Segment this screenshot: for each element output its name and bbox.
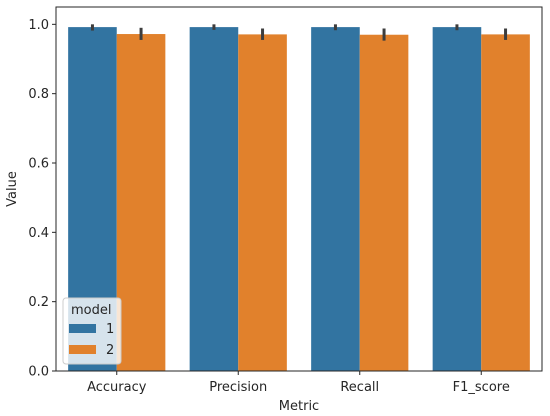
x-tick-label: Recall (340, 380, 379, 395)
bar-f1_score-model-1 (432, 27, 482, 372)
bars-layer (68, 27, 530, 372)
y-axis: 0.0 0.2 0.4 0.6 0.8 1.0 (28, 18, 56, 380)
bar-recall-model-1 (311, 27, 360, 372)
legend-label-1: 1 (106, 322, 114, 337)
y-tick-label: 0.2 (28, 295, 49, 310)
y-tick-label: 1.0 (28, 18, 49, 33)
bar-f1_score-model-2 (481, 34, 530, 372)
legend-title: model (71, 303, 111, 318)
bar-precision-model-2 (238, 34, 287, 372)
x-tick-label: F1_score (453, 380, 510, 395)
bar-accuracy-model-2 (116, 34, 166, 371)
x-axis: Accuracy Precision Recall F1_score (87, 371, 510, 395)
bar-precision-model-1 (189, 27, 239, 372)
legend-label-2: 2 (106, 343, 114, 358)
legend-swatch-1 (69, 324, 96, 333)
legend-swatch-2 (69, 345, 96, 354)
x-tick-label: Accuracy (87, 380, 147, 395)
x-tick-label: Precision (209, 380, 267, 395)
plot-area-frame (55, 6, 543, 372)
error-bars-layer (90, 24, 508, 41)
y-tick-label: 0.6 (28, 157, 49, 172)
x-axis-label: Metric (279, 399, 319, 414)
y-tick-label: 0.4 (28, 226, 49, 241)
bar-recall-model-2 (359, 34, 409, 371)
y-axis-label: Value (5, 171, 20, 207)
y-tick-label: 0.0 (28, 365, 49, 380)
y-tick-label: 0.8 (28, 87, 49, 102)
legend: model 1 2 (62, 297, 122, 365)
